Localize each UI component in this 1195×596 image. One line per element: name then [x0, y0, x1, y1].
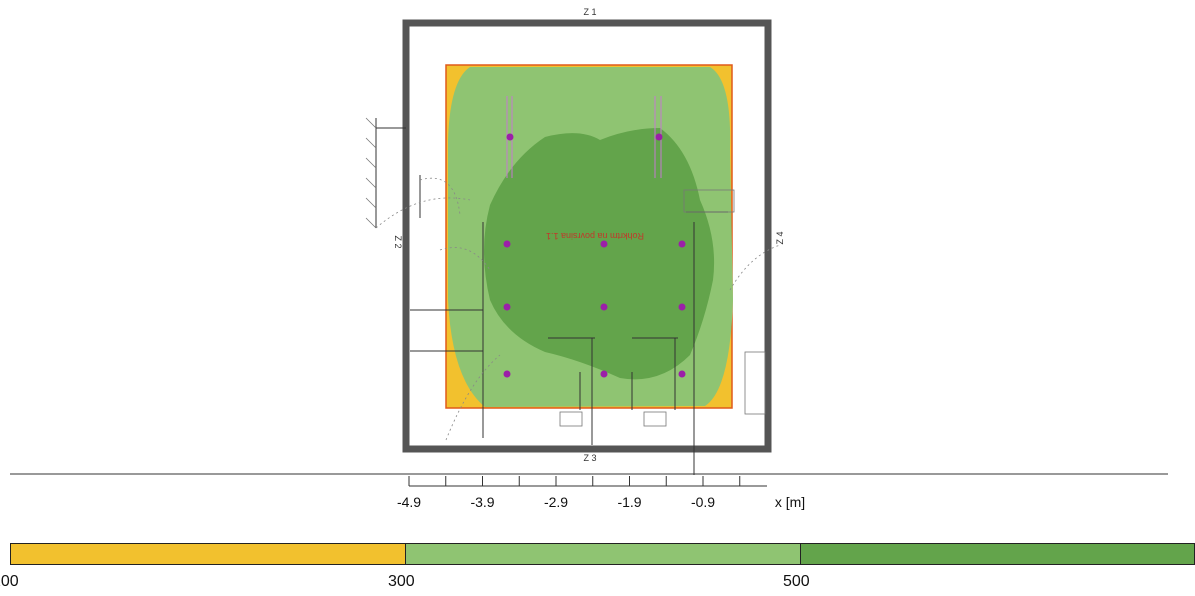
legend-value-500: 500 [783, 573, 810, 590]
illuminance-zone-500-plus [484, 128, 715, 380]
luminaire [678, 370, 686, 378]
luminaire [600, 240, 608, 248]
scale-tick-label: -3.9 [470, 494, 494, 510]
furniture-lines [375, 118, 728, 475]
scale-tick-label: -0.9 [691, 494, 715, 510]
door-swing-arcs [375, 177, 781, 441]
wall-label-right: Z 4 [775, 231, 785, 244]
legend-band-500-plus [800, 543, 1195, 565]
wall-label-top: Z 1 [583, 7, 596, 17]
luminaire [678, 303, 686, 311]
legend-value-200: 200 [0, 573, 19, 590]
luminaires [503, 133, 686, 378]
scale-tick-label: -2.9 [544, 494, 568, 510]
luminaire [600, 303, 608, 311]
luminaire [503, 303, 511, 311]
wall-label-bottom: Z 3 [583, 453, 596, 463]
luminaire [600, 370, 608, 378]
luminaire [503, 240, 511, 248]
scale-unit: x [m] [775, 494, 805, 510]
legend-value-300: 300 [388, 573, 415, 590]
luminaire [506, 133, 514, 141]
luminaire [655, 133, 663, 141]
legend-band-200-300 [10, 543, 406, 565]
wall-hatching [365, 117, 766, 427]
surface-label: Rohkrtm na povrsina 1.1 [546, 231, 644, 241]
scale-tick-label: -4.9 [397, 494, 421, 510]
luminaire [678, 240, 686, 248]
scale-tick-label: -1.9 [617, 494, 641, 510]
legend-band-300-500 [405, 543, 801, 565]
wall-label-left: Z 2 [393, 235, 403, 248]
luminaire [503, 370, 511, 378]
scale-ticks: -4.9 -3.9 -2.9 -1.9 -0.9 [397, 476, 741, 510]
